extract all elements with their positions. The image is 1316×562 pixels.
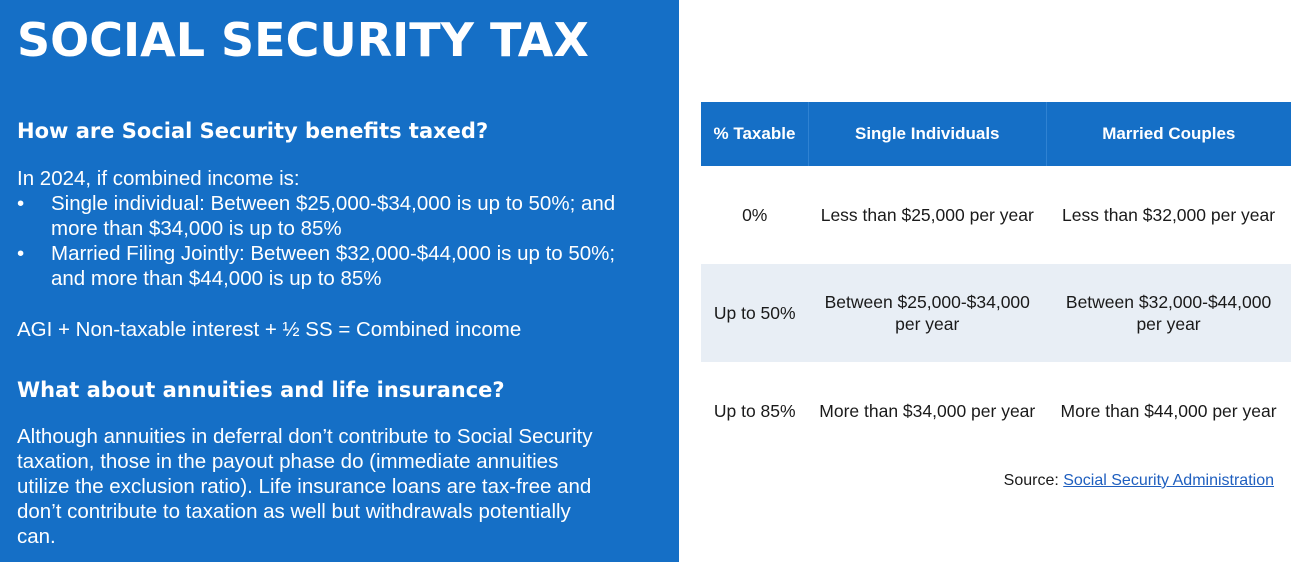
bullet-text: Married Filing Jointly: Between $32,000-… — [51, 242, 616, 290]
table-cell: More than $44,000 per year — [1060, 401, 1277, 421]
table-cell: Up to 85% — [713, 401, 796, 421]
table-cell: More than $34,000 per year — [819, 401, 1036, 421]
table-row: Up to 50% Between $25,000-$34,000 per ye… — [701, 264, 1291, 362]
table-row: 0% Less than $25,000 per year Less than … — [701, 166, 1291, 264]
source-note: Source: Social Security Administration — [1004, 472, 1274, 490]
annuities-paragraph: Although annuities in deferral don’t con… — [17, 425, 593, 548]
table-cell: Between $25,000-$34,000 per year — [808, 264, 1047, 362]
section-heading-annuities: What about annuities and life insurance? — [17, 378, 505, 402]
source-link[interactable]: Social Security Administration — [1063, 472, 1274, 489]
bullet-icon: • — [17, 242, 25, 265]
section-heading-benefits-taxed: How are Social Security benefits taxed? — [17, 119, 489, 143]
bullet-text: Single individual: Between $25,000-$34,0… — [51, 192, 616, 240]
table-cell: Between $32,000-$44,000 per year — [1046, 264, 1291, 362]
bullet-icon: • — [17, 192, 25, 215]
column-header-taxable: % Taxable — [701, 102, 809, 166]
column-header-single: Single Individuals — [807, 102, 1047, 166]
table-cell: 0% — [742, 205, 768, 225]
bullet-item-married: • Married Filing Jointly: Between $32,00… — [17, 241, 617, 291]
bullet-list: • Single individual: Between $25,000-$34… — [17, 191, 617, 291]
column-header-married: Married Couples — [1045, 102, 1291, 166]
combined-income-formula: AGI + Non-taxable interest + ½ SS = Comb… — [17, 318, 522, 341]
table-cell: Less than $32,000 per year — [1062, 205, 1276, 225]
table-cell: Less than $25,000 per year — [820, 205, 1034, 225]
bullet-item-single: • Single individual: Between $25,000-$34… — [17, 191, 617, 241]
source-label: Source: — [1003, 472, 1059, 489]
intro-text: In 2024, if combined income is: — [17, 167, 300, 190]
table-header-row: % Taxable Single Individuals Married Cou… — [701, 102, 1291, 166]
table-row: Up to 85% More than $34,000 per year Mor… — [701, 362, 1291, 460]
left-panel: SOCIAL SECURITY TAX How are Social Secur… — [0, 0, 679, 562]
table-cell: Up to 50% — [701, 264, 809, 362]
taxable-table: % Taxable Single Individuals Married Cou… — [701, 102, 1291, 460]
page-title: SOCIAL SECURITY TAX — [17, 13, 589, 67]
